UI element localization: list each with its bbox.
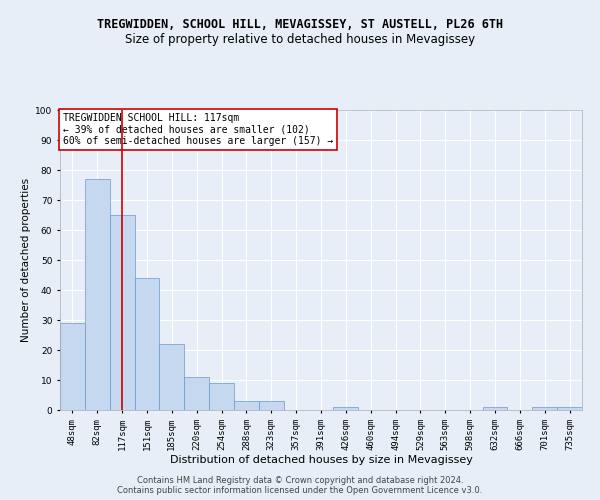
- Text: Size of property relative to detached houses in Mevagissey: Size of property relative to detached ho…: [125, 32, 475, 46]
- Bar: [85, 179, 110, 410]
- Bar: [60, 323, 85, 410]
- Y-axis label: Number of detached properties: Number of detached properties: [21, 178, 31, 342]
- X-axis label: Distribution of detached houses by size in Mevagissey: Distribution of detached houses by size …: [170, 456, 472, 466]
- Bar: [184, 377, 209, 410]
- Bar: [209, 383, 234, 410]
- Text: TREGWIDDEN SCHOOL HILL: 117sqm
← 39% of detached houses are smaller (102)
60% of: TREGWIDDEN SCHOOL HILL: 117sqm ← 39% of …: [62, 113, 333, 146]
- Bar: [234, 401, 259, 410]
- Bar: [134, 278, 160, 410]
- Text: Contains HM Land Registry data © Crown copyright and database right 2024.
Contai: Contains HM Land Registry data © Crown c…: [118, 476, 482, 495]
- Bar: [482, 407, 508, 410]
- Text: TREGWIDDEN, SCHOOL HILL, MEVAGISSEY, ST AUSTELL, PL26 6TH: TREGWIDDEN, SCHOOL HILL, MEVAGISSEY, ST …: [97, 18, 503, 30]
- Bar: [532, 407, 557, 410]
- Bar: [557, 407, 582, 410]
- Bar: [259, 401, 284, 410]
- Bar: [160, 344, 184, 410]
- Bar: [110, 215, 134, 410]
- Bar: [334, 407, 358, 410]
